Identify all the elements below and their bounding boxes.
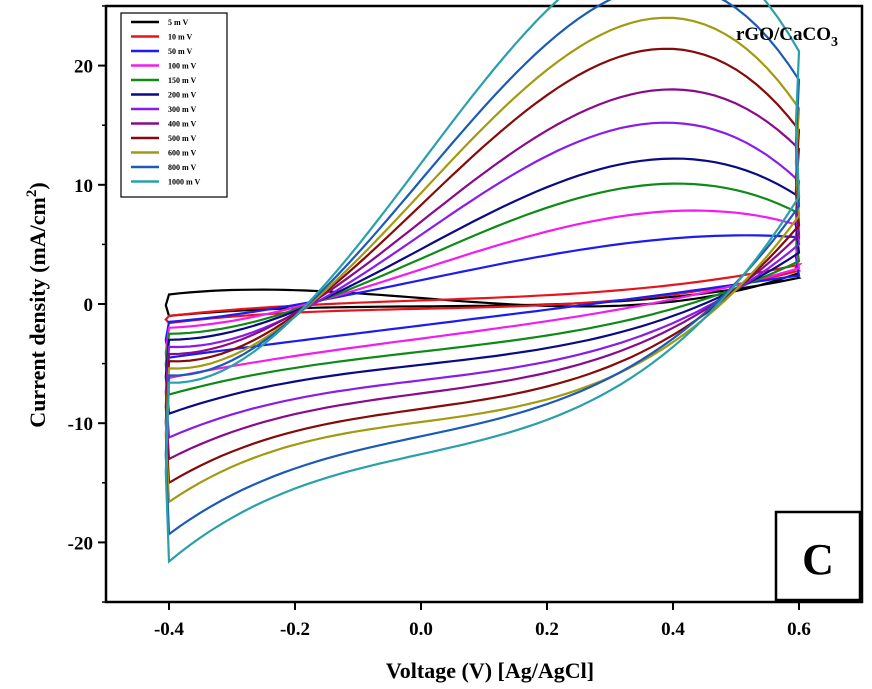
legend-label: 5 m V [168,18,189,27]
x-axis-title: Voltage (V) [Ag/AgCl] [386,658,594,683]
legend-label: 100 m V [168,62,197,71]
series-line [164,271,802,318]
series-line [164,0,801,537]
series-line [164,88,801,461]
x-tick-label: 0.6 [787,619,811,640]
y-tick-label: -10 [68,414,93,435]
x-tick-label: 0.2 [535,619,559,640]
series-line [164,0,801,564]
x-tick-label: 0.4 [661,619,685,640]
legend: 5 m V 10 m V 50 m V 100 m V 150 m V 200 m V 30… [120,12,228,198]
y-tick-label: 0 [84,295,94,316]
y-axis-title-superscript: 2 [24,190,40,198]
legend-label: 800 m V [168,163,197,172]
legend-label: 10 m V [168,33,193,42]
series-line [164,121,801,440]
y-tick-label: 10 [74,176,93,197]
y-axis-title-main: Current density (mA/cm [25,197,50,428]
y-tick-label: 20 [74,57,93,78]
legend-label: 300 m V [168,105,197,114]
y-axis-title-close: ) [25,182,50,189]
legend-label: 150 m V [168,76,197,85]
x-tick-label: -0.4 [154,619,185,640]
x-tick-label: 0.0 [409,619,433,640]
sample-label: rGO/CaCO3 [736,24,838,50]
series-line [164,182,801,397]
panel-label: C [802,535,834,584]
legend-label: 50 m V [168,47,193,56]
legend-label: 400 m V [168,120,197,129]
panel-label-box [774,510,862,602]
series-line [164,209,801,380]
y-tick-label: -20 [68,533,93,554]
legend-label: 600 m V [168,149,197,158]
series-curves [164,0,803,564]
series-line [164,234,801,359]
series-line [164,47,801,485]
series-line [164,157,801,416]
legend-label: 1000 m V [168,178,201,187]
series-line [164,16,801,504]
sample-label-subscript: 3 [831,35,838,50]
sample-label-main: rGO/CaCO [736,24,831,45]
x-tick-label: -0.2 [280,619,310,640]
axis-ticks: -0.4 -0.2 0.0 0.2 0.4 0.6 -20 -10 0 10 20 [68,5,811,640]
legend-label: 200 m V [168,91,197,100]
y-axis-title: Current density (mA/cm2) [24,182,50,427]
legend-label: 500 m V [168,134,197,143]
